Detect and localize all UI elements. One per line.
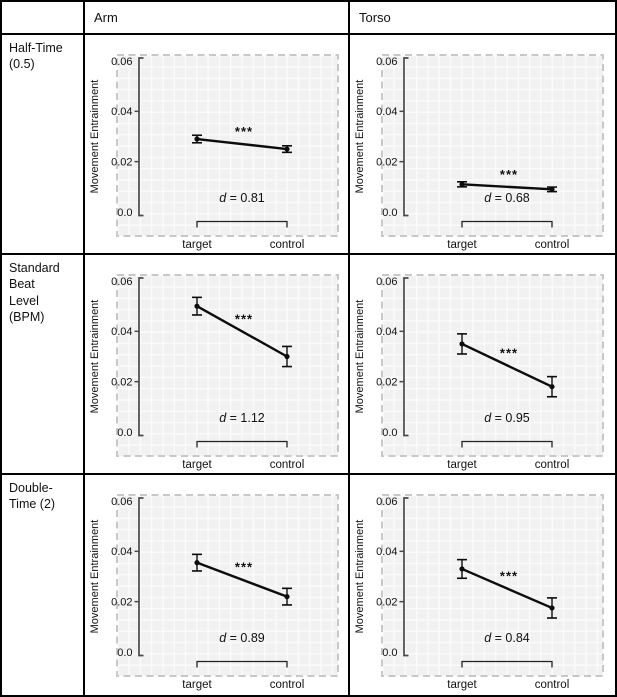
- row-label-double-time: Double- Time (2): [2, 475, 85, 695]
- svg-text:0.0: 0.0: [382, 427, 397, 439]
- svg-text:0.06: 0.06: [111, 276, 132, 288]
- chart-half-time-torso: 0.0 0.02 0.04 0.06 Movement Entrainment *** d …: [350, 35, 615, 255]
- svg-text:Movement Entrainment: Movement Entrainment: [354, 520, 366, 634]
- svg-text:0.02: 0.02: [111, 156, 132, 168]
- svg-text:Movement Entrainment: Movement Entrainment: [89, 520, 101, 634]
- column-header-arm: Arm: [94, 10, 118, 25]
- svg-text:d = 0.84: d = 0.84: [484, 631, 530, 645]
- svg-text:control: control: [535, 459, 570, 471]
- svg-text:***: ***: [500, 568, 518, 583]
- svg-text:d = 0.89: d = 0.89: [219, 631, 265, 645]
- svg-text:Movement Entrainment: Movement Entrainment: [354, 300, 366, 414]
- svg-text:control: control: [270, 239, 305, 251]
- svg-text:***: ***: [235, 560, 253, 575]
- svg-text:0.0: 0.0: [117, 207, 132, 219]
- row-label-standard-beat: Standard Beat Level (BPM): [2, 255, 85, 475]
- svg-text:target: target: [447, 239, 477, 251]
- svg-text:0.02: 0.02: [376, 596, 397, 608]
- svg-text:0.0: 0.0: [117, 427, 132, 439]
- svg-text:0.02: 0.02: [111, 376, 132, 388]
- svg-text:Movement Entrainment: Movement Entrainment: [89, 300, 101, 414]
- svg-text:Movement Entrainment: Movement Entrainment: [89, 80, 101, 194]
- svg-text:d = 0.68: d = 0.68: [484, 191, 530, 205]
- svg-text:control: control: [270, 459, 305, 471]
- svg-text:***: ***: [500, 345, 518, 360]
- column-header-torso: Torso: [359, 10, 391, 25]
- header-corner-cell: [2, 2, 85, 35]
- svg-text:0.06: 0.06: [376, 276, 397, 288]
- svg-text:0.0: 0.0: [117, 647, 132, 659]
- svg-text:0.06: 0.06: [111, 496, 132, 508]
- header-cell-torso: Torso: [350, 2, 615, 35]
- svg-text:d = 1.12: d = 1.12: [219, 411, 265, 425]
- row-label-half-time: Half-Time (0.5): [2, 35, 85, 255]
- svg-text:control: control: [535, 679, 570, 691]
- svg-text:Movement Entrainment: Movement Entrainment: [354, 80, 366, 194]
- header-cell-arm: Arm: [85, 2, 350, 35]
- chart-standard-beat-arm: 0.0 0.02 0.04 0.06 Movement Entrainment *** d …: [85, 255, 350, 475]
- svg-text:0.06: 0.06: [111, 56, 132, 68]
- svg-text:d = 0.95: d = 0.95: [484, 411, 530, 425]
- svg-text:0.04: 0.04: [111, 326, 132, 338]
- svg-text:0.02: 0.02: [376, 156, 397, 168]
- svg-text:0.04: 0.04: [376, 546, 397, 558]
- svg-text:0.04: 0.04: [111, 546, 132, 558]
- svg-text:target: target: [447, 679, 477, 691]
- chart-double-time-arm: 0.0 0.02 0.04 0.06 Movement Entrainment *** d …: [85, 475, 350, 695]
- svg-text:0.04: 0.04: [111, 106, 132, 118]
- svg-text:control: control: [270, 679, 305, 691]
- chart-half-time-arm: 0.0 0.02 0.04 0.06 Movement Entrainment *** d …: [85, 35, 350, 255]
- svg-text:control: control: [535, 239, 570, 251]
- chart-double-time-torso: 0.0 0.02 0.04 0.06 Movement Entrainment *** d …: [350, 475, 615, 695]
- svg-text:d = 0.81: d = 0.81: [219, 191, 265, 205]
- svg-text:0.02: 0.02: [111, 596, 132, 608]
- svg-text:***: ***: [235, 311, 253, 326]
- svg-text:0.04: 0.04: [376, 106, 397, 118]
- svg-text:0.04: 0.04: [376, 326, 397, 338]
- svg-text:0.06: 0.06: [376, 56, 397, 68]
- chart-standard-beat-torso: 0.0 0.02 0.04 0.06 Movement Entrainment *** d …: [350, 255, 615, 475]
- svg-text:0.0: 0.0: [382, 647, 397, 659]
- svg-text:0.02: 0.02: [376, 376, 397, 388]
- svg-text:0.06: 0.06: [376, 496, 397, 508]
- svg-text:***: ***: [500, 167, 518, 182]
- svg-text:***: ***: [235, 124, 253, 139]
- svg-text:target: target: [447, 459, 477, 471]
- svg-text:target: target: [182, 239, 212, 251]
- svg-text:0.0: 0.0: [382, 207, 397, 219]
- svg-text:target: target: [182, 459, 212, 471]
- svg-text:target: target: [182, 679, 212, 691]
